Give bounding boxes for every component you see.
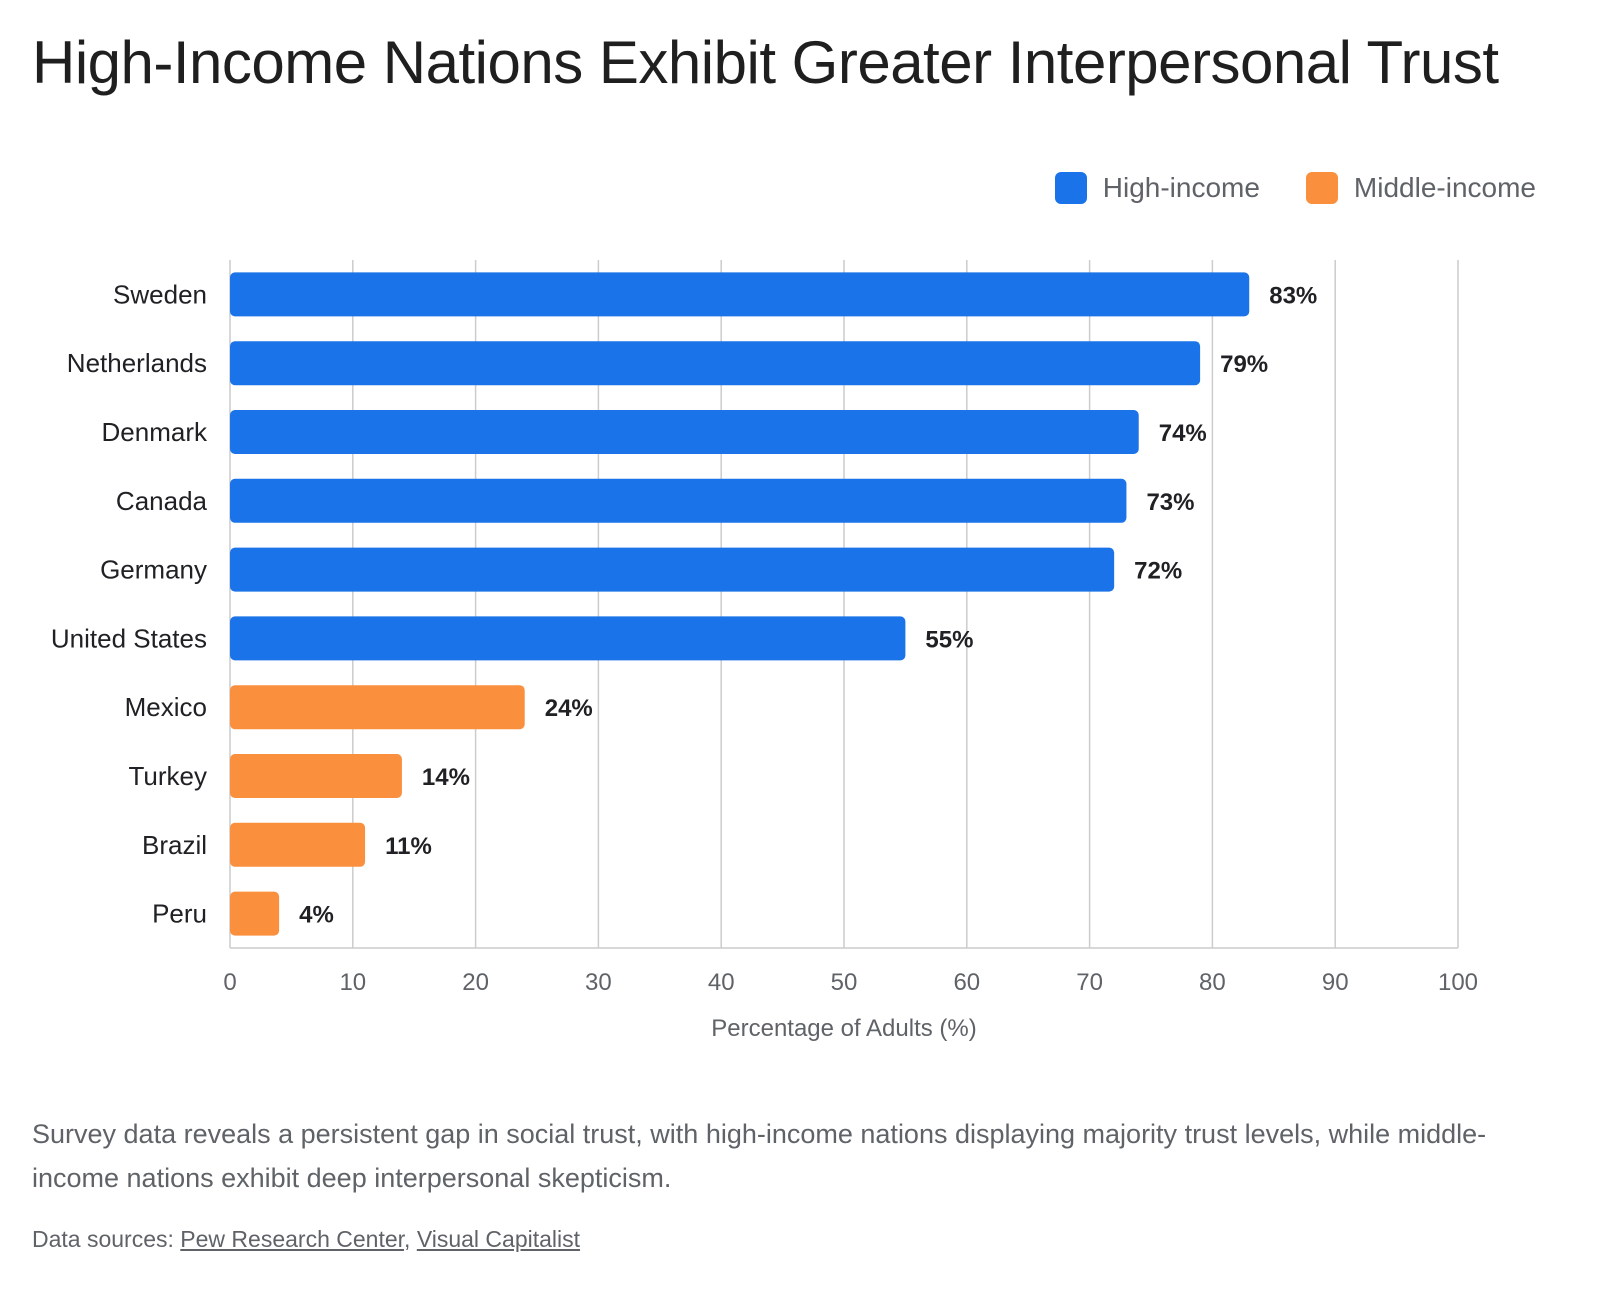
value-label-peru: 4% <box>299 902 334 929</box>
value-label-brazil: 11% <box>385 833 432 860</box>
bar-mexico <box>230 685 525 730</box>
value-label-turkey: 14% <box>422 764 470 791</box>
value-label-denmark: 74% <box>1159 420 1207 447</box>
bar-sweden <box>230 272 1250 317</box>
x-tick-label-20: 20 <box>462 969 489 996</box>
value-label-canada: 73% <box>1146 489 1194 516</box>
chart-caption: Survey data reveals a persistent gap in … <box>32 1119 1487 1193</box>
y-label-mexico: Mexico <box>125 692 207 722</box>
x-tick-label-10: 10 <box>339 969 366 996</box>
legend-swatch-middle-income <box>1305 172 1338 204</box>
y-label-netherlands: Netherlands <box>67 348 207 378</box>
y-label-peru: Peru <box>152 899 207 929</box>
bar-brazil <box>230 822 366 867</box>
y-label-brazil: Brazil <box>142 830 207 860</box>
x-axis-title: Percentage of Adults (%) <box>711 1015 976 1042</box>
value-label-netherlands: 79% <box>1220 351 1268 378</box>
source-link-visual-capitalist[interactable]: Visual Capitalist <box>416 1226 581 1252</box>
value-label-germany: 72% <box>1134 558 1182 585</box>
x-tick-label-40: 40 <box>708 969 735 996</box>
x-tick-label-50: 50 <box>831 969 858 996</box>
bar-peru <box>230 891 280 936</box>
legend-item-middle-income: Middle-income <box>1305 172 1536 204</box>
y-label-sweden: Sweden <box>113 279 207 309</box>
source-link-pew[interactable]: Pew Research Center <box>180 1226 405 1252</box>
bar-denmark <box>230 410 1139 454</box>
legend-label-middle-income: Middle-income <box>1353 172 1536 203</box>
y-label-denmark: Denmark <box>102 417 208 447</box>
legend-item-high-income: High-income <box>1054 172 1260 204</box>
x-tick-label-100: 100 <box>1438 969 1478 996</box>
data-sources: Data sources: Pew Research Center, Visua… <box>32 1226 580 1253</box>
y-label-canada: Canada <box>116 486 208 516</box>
bar-netherlands <box>230 341 1201 386</box>
x-tick-label-90: 90 <box>1322 969 1349 996</box>
y-label-germany: Germany <box>100 555 207 585</box>
value-label-mexico: 24% <box>545 695 593 722</box>
value-label-united-states: 55% <box>925 626 973 653</box>
y-label-united-states: United States <box>51 623 207 653</box>
bar-turkey <box>230 754 402 798</box>
x-tick-label-70: 70 <box>1076 969 1103 996</box>
x-tick-label-30: 30 <box>585 969 612 996</box>
chart-title: High-Income Nations Exhibit Greater Inte… <box>32 29 1499 96</box>
sources-separator: , <box>404 1226 411 1252</box>
legend-label-high-income: High-income <box>1102 172 1260 203</box>
sources-prefix: Data sources: <box>32 1226 174 1252</box>
bar-germany <box>230 547 1115 592</box>
value-label-sweden: 83% <box>1269 282 1317 309</box>
legend-swatch-high-income <box>1054 172 1087 204</box>
x-tick-label-0: 0 <box>223 969 236 996</box>
legend: High-income Middle-income <box>1054 172 1536 204</box>
bar-chart: Sweden 83% Netherlands 79% Denmark 74% Canada 7… <box>51 260 1478 1042</box>
x-tick-label-80: 80 <box>1199 969 1226 996</box>
bar-united-states <box>230 616 906 661</box>
bar-canada <box>230 478 1127 523</box>
x-tick-label-60: 60 <box>953 969 980 996</box>
y-label-turkey: Turkey <box>129 761 208 791</box>
